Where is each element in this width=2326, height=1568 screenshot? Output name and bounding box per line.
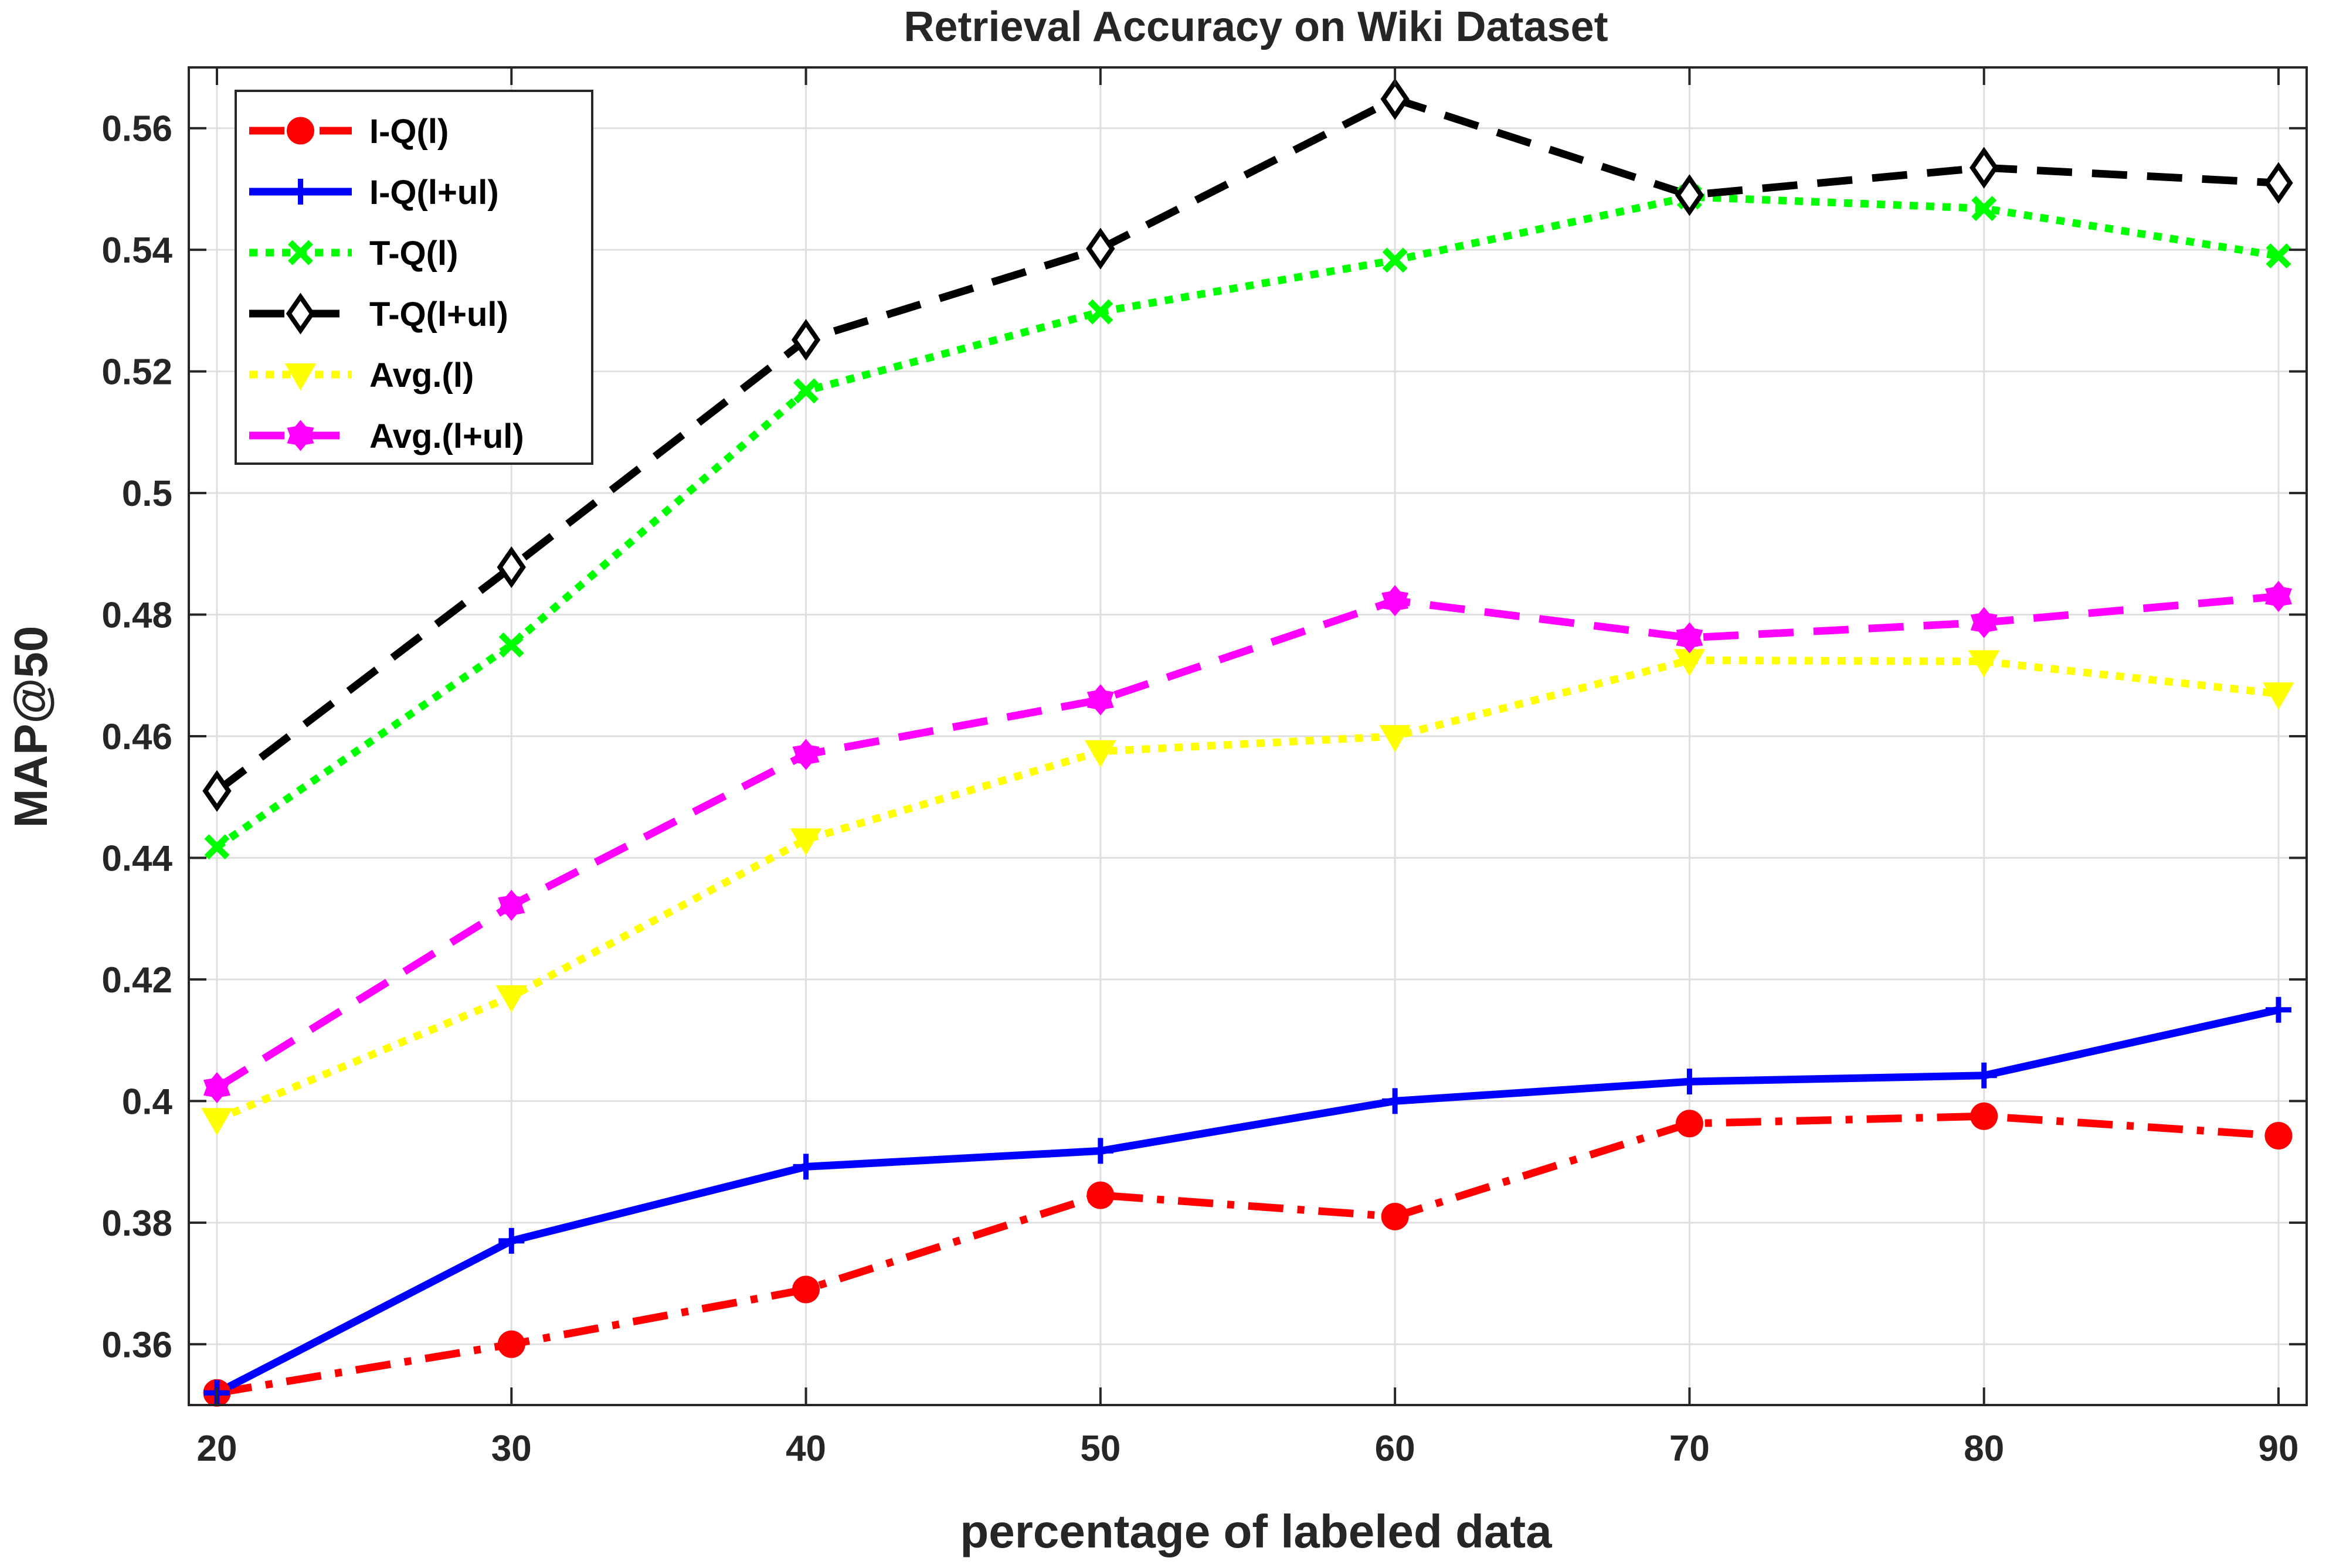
y-tick-label: 0.46 <box>101 717 172 757</box>
data-point <box>1971 196 1997 222</box>
series-line <box>215 656 2279 1123</box>
data-point <box>793 1154 819 1180</box>
data-point <box>1088 299 1113 325</box>
data-point <box>1675 174 1704 216</box>
data-point <box>495 985 528 1013</box>
data-point <box>1086 227 1115 270</box>
x-tick-label: 70 <box>1669 1428 1710 1469</box>
data-point <box>497 546 526 589</box>
data-point <box>2264 1121 2293 1149</box>
legend-marker-swatch <box>287 179 314 205</box>
y-tick-label: 0.5 <box>122 474 172 514</box>
legend-marker-swatch <box>286 292 315 335</box>
legend-marker-swatch <box>284 363 317 391</box>
series-line <box>215 193 2280 851</box>
data-point <box>790 828 822 856</box>
y-tick-label: 0.52 <box>101 352 172 393</box>
data-point <box>498 632 524 658</box>
legend-item: T-Q(l+ul) <box>249 292 508 335</box>
data-point <box>1970 147 1999 189</box>
data-point <box>1382 247 1408 273</box>
x-tick-label: 20 <box>197 1428 237 1469</box>
legend-items: I-Q(l) I-Q(l+ul) T-Q(l) T-Q(l+ul) Avg.(l) Avg… <box>249 113 524 455</box>
x-tick-label: 50 <box>1080 1428 1120 1469</box>
y-tick-label: 0.54 <box>101 230 172 271</box>
y-axis-tick-labels: 0.36 0.38 0.4 0.42 0.44 0.46 0.48 0.5 0.52 0.54 0.… <box>101 109 172 1366</box>
legend-marker-swatch <box>287 117 314 145</box>
x-tick-label: 80 <box>1964 1428 2004 1469</box>
data-point <box>1379 725 1411 753</box>
y-tick-label: 0.4 <box>122 1081 173 1122</box>
y-axis-label: MAP@50 <box>5 626 57 828</box>
data-point <box>1382 1088 1408 1114</box>
x-tick-label: 40 <box>786 1428 826 1469</box>
x-axis-label: percentage of labeled data <box>960 1505 1552 1557</box>
y-tick-label: 0.48 <box>101 596 172 636</box>
data-point <box>1971 1062 1997 1089</box>
data-point <box>1970 607 1998 638</box>
y-tick-label: 0.42 <box>101 960 172 1001</box>
legend-item: T-Q(l) <box>249 234 458 273</box>
data-point <box>2264 162 2293 204</box>
series-lines <box>215 95 2280 1397</box>
x-tick-label: 60 <box>1375 1428 1415 1469</box>
data-point <box>792 739 820 770</box>
data-point <box>2264 580 2293 612</box>
legend-box <box>235 90 593 465</box>
series-markers <box>201 78 2294 1407</box>
data-point <box>1086 1181 1115 1209</box>
data-point <box>498 1227 525 1254</box>
legend-label: T-Q(l) <box>369 234 458 273</box>
data-point <box>793 378 819 404</box>
legend-item: Avg.(l) <box>249 356 474 394</box>
series-line <box>215 592 2279 1091</box>
x-tick-label: 90 <box>2259 1428 2299 1469</box>
legend-item: I-Q(l) <box>249 113 449 151</box>
axis-ticks <box>189 67 2307 1405</box>
data-point <box>202 770 232 812</box>
data-point <box>1381 585 1409 617</box>
data-point <box>1380 78 1410 120</box>
data-point <box>1970 1102 1998 1130</box>
data-point <box>2263 682 2294 710</box>
legend-item: I-Q(l+ul) <box>249 174 499 212</box>
legend-item: Avg.(l+ul) <box>249 417 524 455</box>
data-point <box>792 1276 820 1304</box>
legend-label: I-Q(l) <box>369 113 449 151</box>
grid-lines <box>189 67 2307 1405</box>
data-point <box>2266 996 2291 1023</box>
legend-label: Avg.(l) <box>369 356 474 394</box>
data-point <box>791 319 821 361</box>
data-point <box>1968 650 2000 678</box>
legend-label: Avg.(l+ul) <box>369 417 524 455</box>
legend-marker-swatch <box>288 240 313 266</box>
data-point <box>497 1330 525 1358</box>
data-point <box>1087 1138 1113 1164</box>
y-tick-label: 0.38 <box>101 1203 172 1244</box>
series-line <box>215 95 2279 794</box>
legend-label: I-Q(l+ul) <box>369 174 499 212</box>
data-point <box>1381 1202 1409 1230</box>
y-tick-label: 0.36 <box>101 1325 172 1365</box>
legend: I-Q(l) I-Q(l+ul) T-Q(l) T-Q(l+ul) Avg.(l) Avg… <box>235 90 593 465</box>
data-point <box>498 889 525 921</box>
data-point <box>1676 622 1703 654</box>
data-point <box>1085 740 1116 768</box>
y-tick-label: 0.44 <box>101 838 172 879</box>
data-point <box>1676 1069 1703 1095</box>
data-point <box>203 1072 231 1104</box>
data-point <box>1675 1110 1703 1138</box>
data-point <box>1086 684 1114 716</box>
series-line <box>215 1006 2280 1397</box>
chart-title: Retrieval Accuracy on Wiki Dataset <box>904 4 1608 50</box>
data-point <box>204 834 230 860</box>
data-point <box>201 1108 233 1135</box>
legend-marker-swatch <box>287 420 314 451</box>
x-tick-label: 30 <box>491 1428 532 1469</box>
y-tick-label: 0.56 <box>101 109 172 149</box>
legend-label: T-Q(l+ul) <box>369 295 508 334</box>
x-axis-tick-labels: 20 30 40 50 60 70 80 90 <box>197 1428 2299 1469</box>
data-point <box>2266 243 2291 269</box>
